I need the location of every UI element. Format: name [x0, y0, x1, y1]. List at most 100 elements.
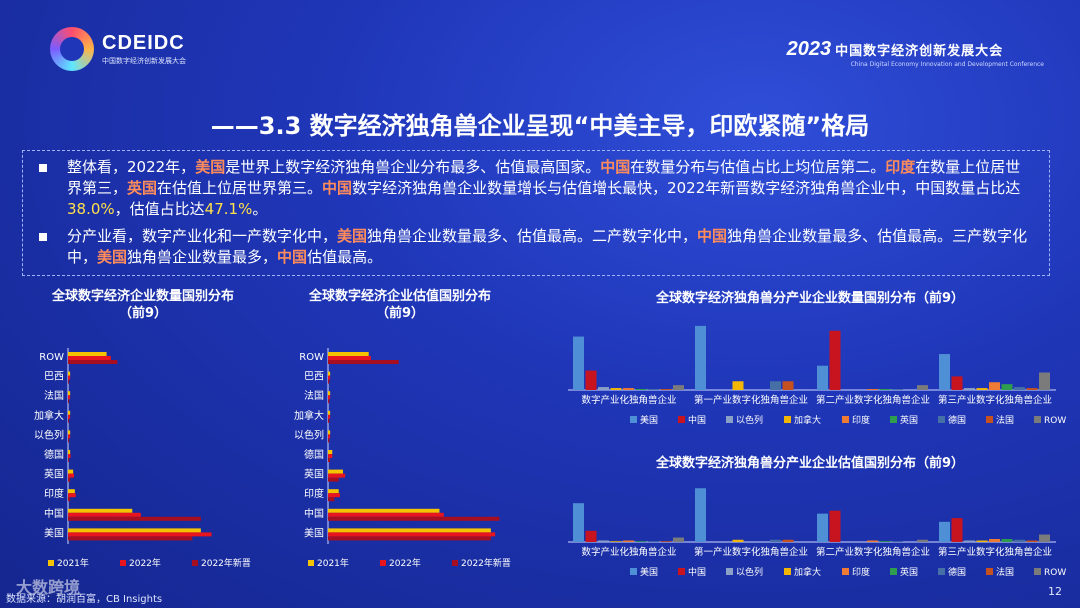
bar [1014, 539, 1025, 542]
summary-segment: 数字经济独角兽企业数量增长与估值增长最快，2022年新晋数字经济独角兽企业中，中… [352, 179, 1021, 197]
summary-highlight: 中国 [600, 158, 631, 176]
legend-swatch [308, 560, 314, 566]
bar [328, 469, 343, 474]
bar [695, 488, 706, 542]
bar [68, 375, 71, 380]
bar [673, 385, 684, 390]
tick-label: 法国 [44, 389, 64, 402]
summary-segment: 分产业看，数字产业化和一产数字化中， [67, 227, 338, 245]
bar [610, 388, 622, 390]
summary-segment: 。 [252, 200, 268, 218]
legend-label: ROW [1044, 416, 1066, 426]
bar [598, 540, 609, 542]
bar [68, 410, 71, 415]
bullet-square-icon [39, 233, 47, 241]
bar [328, 532, 496, 537]
bar [660, 389, 672, 390]
summary-segment: 在数量上位居世界第三， [67, 158, 1021, 197]
tick-label: 印度 [304, 487, 324, 500]
bar [623, 540, 634, 542]
legend-label: 英国 [900, 414, 918, 426]
logo-mark-icon [50, 27, 94, 71]
legend-label: 美国 [640, 566, 658, 578]
tick-label: 第一产业数字化独角兽企业 [694, 546, 808, 558]
tick-label: 第三产业数字化独角兽企业 [938, 394, 1052, 406]
tick-label: 第三产业数字化独角兽企业 [938, 546, 1052, 558]
bar [328, 489, 339, 494]
chart-title-count-by-industry: 全球数字经济独角兽分产业企业数量国别分布（前9） [655, 291, 965, 306]
bar [68, 360, 118, 364]
bar [68, 450, 71, 454]
bar [817, 365, 828, 390]
bar [1039, 372, 1050, 390]
summary-segment: 估值最高。 [307, 248, 383, 266]
tick-label: ROW [39, 352, 64, 363]
legend-swatch [842, 416, 849, 423]
summary-highlight: 47.1% [204, 200, 253, 218]
bar [732, 539, 744, 542]
bar [598, 387, 609, 390]
chart-title-count-by-country: 全球数字经济企业数量国别分布 （前9） [18, 288, 268, 322]
summary-highlight: 美国 [97, 248, 128, 266]
bar [328, 418, 330, 423]
bar [328, 458, 331, 462]
chart-title-valuation-by-industry: 全球数字经济独角兽分产业企业估值国别分布（前9） [655, 456, 965, 471]
legend-swatch [1034, 568, 1041, 575]
legend-swatch [986, 568, 993, 575]
bar [328, 438, 330, 443]
bar [328, 536, 491, 541]
bar [817, 513, 828, 542]
tick-label: 数字产业化独角兽企业 [581, 546, 676, 558]
chart-title-line: 全球数字经济企业估值国别分布 [308, 289, 491, 304]
legend-label: 英国 [900, 566, 918, 578]
conference-banner: 2023 中国数字经济创新发展大会 China Digital Economy … [787, 38, 1044, 68]
summary-segment: 独角兽企业数量最多， [127, 248, 278, 266]
legend-label: 2022年 [389, 557, 421, 569]
legend-label: 以色列 [736, 566, 763, 578]
tick-label: 数字产业化独角兽企业 [581, 394, 676, 406]
legend-label: 2021年 [317, 557, 349, 569]
bar [68, 469, 74, 474]
bar [770, 381, 781, 390]
legend-label: ROW [1044, 568, 1066, 578]
summary-segment: 是世界上数字经济独角兽企业分布最多、估值最高国家。 [225, 158, 601, 176]
bar [68, 395, 71, 400]
bar [573, 336, 584, 390]
bar [635, 389, 647, 390]
bar [68, 489, 75, 494]
bar [328, 516, 500, 521]
bar [328, 450, 333, 454]
legend-label: 2022年新晋 [461, 557, 511, 569]
bar [328, 414, 331, 419]
bar [68, 438, 69, 443]
tick-label: 以色列 [294, 428, 324, 441]
legend-label: 印度 [852, 566, 870, 578]
bar [964, 540, 975, 542]
bar [68, 454, 71, 458]
summary-bullet-2: 分产业看，数字产业化和一产数字化中，美国独角兽企业数量最多、估值最高。二产数字化… [37, 226, 1035, 268]
bar [68, 391, 71, 396]
bar [989, 539, 1000, 542]
tick-label: 德国 [304, 448, 324, 461]
summary-highlight: 美国 [337, 227, 368, 245]
summary-segment: 独角兽企业数量最多、估值最高。二产数字化中， [367, 227, 698, 245]
bar [68, 528, 201, 533]
chart-count-by-industry: 数字产业化独角兽企业 第一产业数字化独角兽企业 第二产业数字化独角兽企业 第三产业数字… [568, 325, 1066, 426]
bar [989, 382, 1000, 390]
tick-label: 印度 [44, 487, 64, 500]
chart-title-line: （前9） [118, 306, 168, 321]
legend-swatch [678, 416, 685, 423]
bar [585, 370, 597, 390]
tick-label: 第一产业数字化独角兽企业 [694, 394, 808, 406]
page-number: 12 [1048, 585, 1062, 598]
legend-swatch [938, 568, 945, 575]
bar [328, 508, 440, 513]
tick-label: 中国 [44, 507, 64, 520]
legend-label: 法国 [996, 566, 1014, 578]
bar [68, 430, 71, 435]
legend-swatch [784, 416, 791, 423]
conference-year: 2023 [786, 38, 832, 60]
logo: CDEIDC 中国数字经济创新发展大会 [50, 26, 200, 72]
